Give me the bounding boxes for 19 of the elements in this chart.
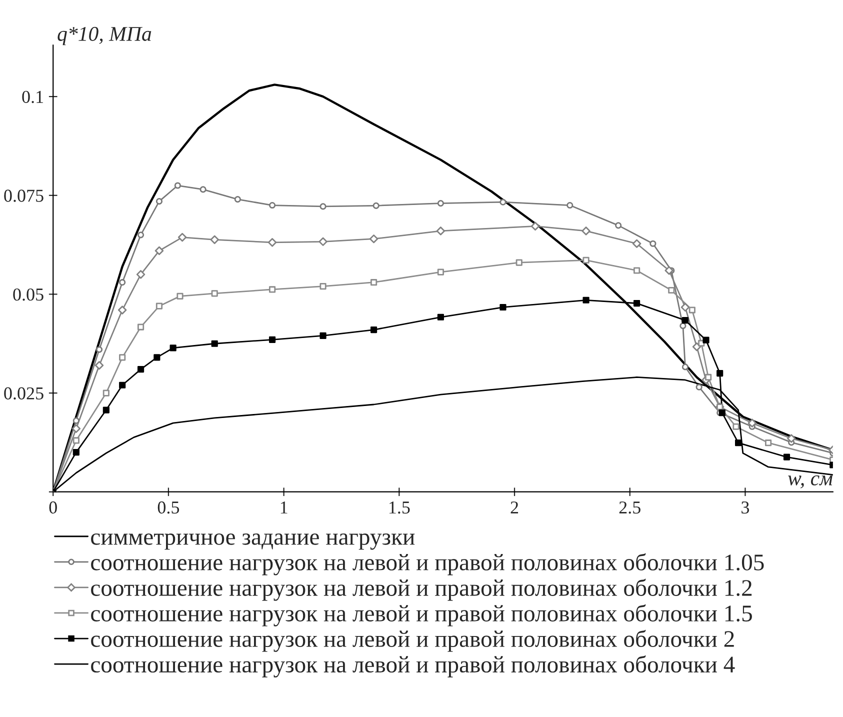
legend-label: соотношение нагрузок на левой и правой половинах оболочки 1.5 — [91, 604, 752, 626]
x-tick-label: 1 — [280, 502, 288, 514]
legend-label: соотношение нагрузок на левой и правой половинах оболочки 1.2 — [91, 578, 752, 601]
x-tick-label: 0.5 — [158, 501, 180, 514]
y-tick-label: 0.1 — [22, 90, 43, 104]
x-tick-label: 3 — [742, 501, 750, 514]
legend-label: соотношение нагрузок на левой и правой половинах оболочки 4 — [91, 655, 735, 678]
x-tick-label: 1.5 — [389, 502, 410, 514]
x-tick-label: 0 — [49, 501, 57, 514]
legend-label: симметричное задание нагрузки — [91, 534, 415, 550]
y-axis-title: q*10, МПа — [58, 26, 152, 46]
y-tick-label: 0.05 — [13, 288, 44, 301]
y-tick-label: 0.075 — [4, 190, 44, 202]
y-tick-label: 0.025 — [4, 387, 44, 400]
x-axis-title: w, см — [788, 475, 832, 488]
x-tick-label: 2 — [510, 501, 518, 514]
legend-label: соотношение нагрузок на левой и правой половинах оболочки 1.05 — [91, 553, 764, 576]
legend-label: соотношение нагрузок на левой и правой половинах оболочки 2 — [91, 630, 734, 652]
x-tick-label: 2.5 — [619, 501, 640, 514]
